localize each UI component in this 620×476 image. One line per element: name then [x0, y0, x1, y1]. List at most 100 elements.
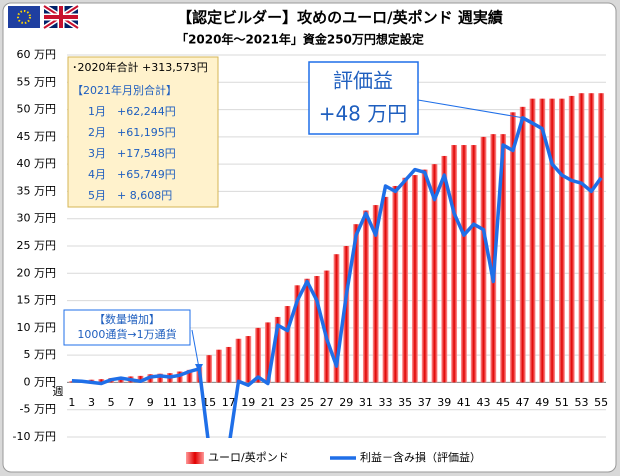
bar	[274, 316, 281, 383]
x-tick-label: 1	[68, 396, 75, 409]
bar	[98, 379, 105, 383]
x-tick-label: 47	[516, 396, 530, 409]
summary-line: 2月 +61,195円	[88, 126, 176, 139]
legend-label: ユーロ/英ポンド	[208, 450, 289, 464]
x-tick-label: 21	[261, 396, 275, 409]
y-tick-label: 55 万円	[17, 75, 57, 88]
x-tick-label: 27	[320, 396, 334, 409]
y-tick-label: 25 万円	[17, 239, 57, 252]
y-tick-label: 60 万円	[17, 48, 57, 61]
callout-text: 評価益	[333, 69, 393, 93]
bar	[578, 93, 585, 383]
x-tick-label: 25	[300, 396, 314, 409]
bar	[451, 145, 458, 383]
x-tick-label: 41	[457, 396, 471, 409]
y-tick-label: 20 万円	[17, 266, 57, 279]
y-tick-label: -5 万円	[20, 403, 56, 416]
y-tick-label: -10 万円	[13, 430, 56, 443]
x-tick-label: 19	[241, 396, 255, 409]
x-unit: 週	[53, 385, 64, 398]
y-tick-label: 15 万円	[17, 294, 57, 307]
bar	[186, 369, 193, 383]
y-tick-label: 35 万円	[17, 184, 57, 197]
flag-eu	[8, 6, 40, 28]
bar	[431, 164, 438, 383]
bar	[411, 175, 418, 383]
bar	[519, 106, 526, 383]
summary-line: 5月 + 8,608円	[88, 189, 172, 202]
bar	[421, 169, 428, 383]
flag-uk	[42, 3, 80, 31]
callout-text: +48 万円	[319, 102, 408, 126]
bar	[206, 355, 213, 383]
note-box	[63, 309, 191, 346]
bar	[313, 276, 320, 383]
bar	[225, 346, 232, 383]
line	[71, 116, 603, 438]
bar	[558, 98, 565, 383]
bar	[372, 205, 379, 383]
x-tick-label: 37	[418, 396, 432, 409]
bar	[529, 98, 536, 383]
bar	[343, 246, 350, 383]
bar	[235, 338, 242, 383]
callout-box	[308, 61, 419, 135]
y-tick-label: 50 万円	[17, 103, 57, 116]
note-text: 【数量増加】	[94, 313, 160, 326]
y-tick-label: 45 万円	[17, 130, 57, 143]
bar	[137, 375, 144, 383]
bar	[568, 95, 575, 383]
y-tick-label: 10 万円	[17, 321, 57, 334]
bar	[588, 93, 595, 383]
summary-line: 【2021年月別合計】	[72, 83, 177, 97]
bar	[382, 196, 389, 383]
summary-line: ･2020年合計 +313,573円	[72, 60, 208, 74]
x-tick-label: 49	[535, 396, 549, 409]
x-tick-label: 7	[127, 396, 134, 409]
x-tick-label: 5	[108, 396, 115, 409]
x-tick-label: 9	[147, 396, 154, 409]
bar	[264, 322, 271, 383]
bar	[392, 185, 399, 383]
chart-subtitle: 「2020年〜2021年」資金250万円想定設定	[176, 32, 424, 47]
bar	[500, 134, 507, 383]
bar	[157, 373, 164, 383]
bar	[509, 112, 516, 383]
x-tick-label: 53	[575, 396, 589, 409]
x-tick-label: 17	[222, 396, 236, 409]
bar	[460, 145, 467, 383]
summary-line: 1月 +62,244円	[88, 105, 176, 118]
bar	[294, 285, 301, 383]
bar	[402, 177, 409, 383]
bar	[323, 270, 330, 383]
legend-label: 利益－含み損（評価益）	[360, 450, 481, 464]
x-tick-label: 13	[183, 396, 197, 409]
x-tick-label: 55	[594, 396, 608, 409]
bar	[441, 155, 448, 383]
bar	[284, 306, 291, 383]
summary-box	[67, 56, 219, 208]
bar	[549, 98, 556, 383]
chart-title: 【認定ビルダー】攻めのユーロ/英ポンド 週実績	[177, 9, 503, 27]
y-tick-label: 0 万円	[24, 375, 57, 388]
x-tick-label: 51	[555, 396, 569, 409]
x-tick-label: 29	[339, 396, 353, 409]
bar	[255, 327, 262, 383]
summary-line: 4月 +65,749円	[88, 168, 176, 181]
bar	[353, 224, 360, 383]
bar	[362, 210, 369, 383]
callout-pointer	[417, 99, 523, 119]
x-tick-label: 11	[163, 396, 177, 409]
y-tick-label: 5 万円	[24, 348, 57, 361]
x-tick-label: 35	[398, 396, 412, 409]
bar	[598, 93, 605, 383]
x-tick-label: 23	[281, 396, 295, 409]
bar	[470, 145, 477, 383]
legend-swatch	[186, 452, 204, 464]
y-tick-label: 30 万円	[17, 212, 57, 225]
bar	[304, 278, 311, 383]
bar	[333, 254, 340, 383]
bar	[215, 349, 222, 383]
x-tick-label: 3	[88, 396, 95, 409]
